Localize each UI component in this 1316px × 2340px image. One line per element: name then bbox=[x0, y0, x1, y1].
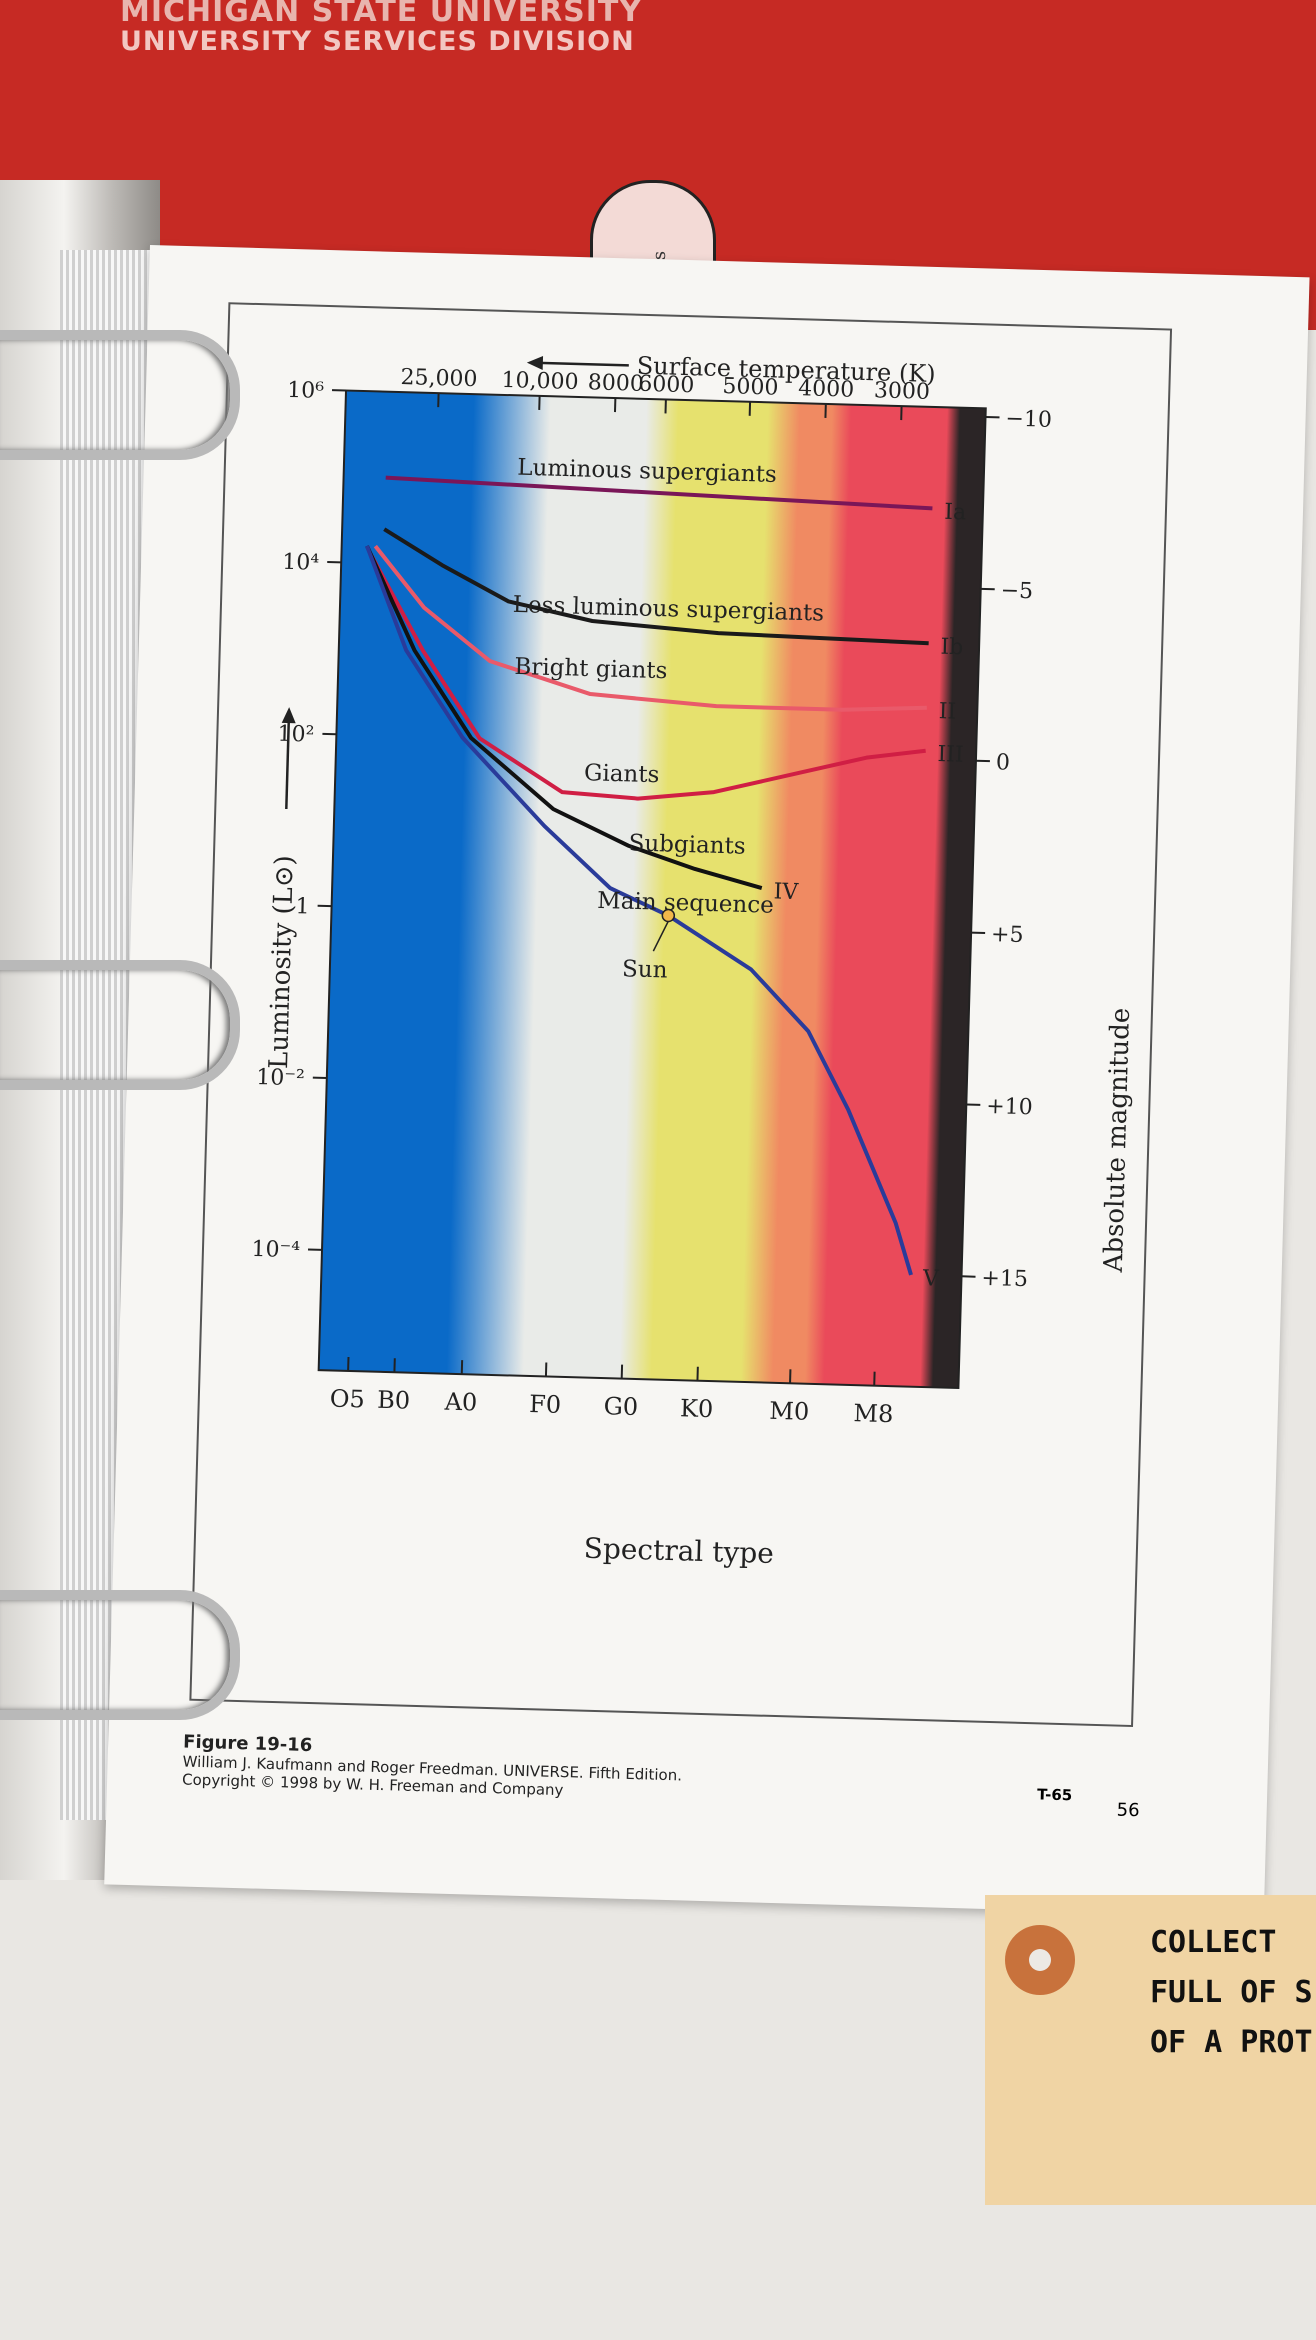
x-tick-label: F0 bbox=[529, 1390, 562, 1419]
top-axis-arrow bbox=[538, 361, 629, 367]
cover-subtitle: UNIVERSITY SERVICES DIVISION bbox=[120, 26, 635, 57]
sun-label: Sun bbox=[622, 956, 668, 983]
figure-caption: Figure 19-16 William J. Kaufmann and Rog… bbox=[182, 1732, 683, 1803]
y-tick-label: 10⁴ bbox=[282, 550, 320, 576]
x-tick-label: G0 bbox=[603, 1392, 638, 1421]
y-tick-label: 10⁻⁴ bbox=[251, 1237, 300, 1263]
y-axis-label: Luminosity (L⊙) bbox=[264, 855, 300, 1070]
tag-grommet bbox=[1005, 1925, 1075, 1995]
y-axis-arrow bbox=[285, 719, 291, 810]
series-name-label: Main sequence bbox=[597, 888, 774, 919]
luminosity-class-label: V bbox=[922, 1266, 941, 1291]
series-name-label: Subgiants bbox=[628, 830, 746, 859]
page-number: 56 bbox=[1116, 1799, 1140, 1822]
binder-ring-bottom bbox=[0, 1590, 240, 1720]
luminosity-class-label: Ia bbox=[944, 500, 967, 526]
y-tick-label: 10⁶ bbox=[287, 378, 325, 404]
binder-ring-top bbox=[0, 330, 240, 460]
top-tick-label: 10,000 bbox=[501, 368, 579, 395]
top-tick-label: 6000 bbox=[638, 372, 695, 399]
top-tick-label: 5000 bbox=[722, 374, 779, 401]
right-tick-label: +5 bbox=[991, 922, 1024, 948]
right-axis-label: Absolute magnitude bbox=[1099, 1007, 1136, 1273]
right-tick-label: +15 bbox=[981, 1266, 1028, 1292]
series-name-label: Giants bbox=[584, 760, 660, 788]
right-tick-label: 0 bbox=[996, 750, 1011, 775]
series-line-III bbox=[369, 553, 926, 801]
luminosity-class-label: II bbox=[938, 699, 956, 724]
top-axis-arrowhead bbox=[526, 356, 544, 371]
x-tick-label: M8 bbox=[853, 1399, 894, 1428]
luminosity-class-label: III bbox=[937, 742, 964, 768]
luminosity-class-label: IV bbox=[773, 879, 799, 905]
sun-pointer bbox=[652, 921, 669, 952]
top-tick-label: 3000 bbox=[874, 378, 931, 405]
top-tick-label: 4000 bbox=[798, 376, 855, 403]
hr-diagram: 10⁶ 10⁴ 10² 1 10⁻² 10⁻⁴ −10 −5 0 +5 +10 +15 O5 B0 A0 F0… bbox=[251, 352, 1136, 1570]
cover-title: MICHIGAN STATE UNIVERSITY bbox=[120, 0, 643, 29]
series-line-IV bbox=[365, 545, 763, 890]
sun-marker bbox=[661, 908, 676, 923]
x-tick-label: K0 bbox=[680, 1394, 714, 1423]
y-tick-label: 1 bbox=[295, 894, 310, 919]
series-line-Ib bbox=[383, 527, 929, 646]
transparency-page: 10⁶ 10⁴ 10² 1 10⁻² 10⁻⁴ −10 −5 0 +5 +10 +15 O5 B0 A0 F0… bbox=[104, 245, 1310, 1917]
y-axis-arrowhead bbox=[281, 707, 296, 724]
top-tick-label: 25,000 bbox=[400, 365, 478, 392]
x-tick-label: B0 bbox=[377, 1386, 411, 1415]
binder-ring-middle bbox=[0, 960, 240, 1090]
tag-line-2: FULL OF S bbox=[1150, 1975, 1313, 2010]
page-code: T-65 bbox=[1036, 1785, 1073, 1805]
y-tick-label: 10² bbox=[277, 722, 315, 748]
top-tick-label: 8000 bbox=[587, 370, 644, 397]
y-tick-label: 10⁻² bbox=[256, 1065, 305, 1091]
x-tick-label: A0 bbox=[443, 1388, 477, 1417]
series-line-II bbox=[373, 544, 927, 712]
tag-line-3: OF A PROT bbox=[1150, 2025, 1313, 2060]
x-tick-label: O5 bbox=[329, 1384, 365, 1413]
right-tick-label: −10 bbox=[1005, 407, 1052, 433]
x-axis-label: Spectral type bbox=[583, 1532, 774, 1570]
luminosity-class-label: Ib bbox=[940, 635, 963, 661]
right-tick-label: +10 bbox=[986, 1094, 1033, 1120]
right-tick-label: −5 bbox=[1000, 578, 1033, 604]
series-name-label: Bright giants bbox=[514, 654, 668, 684]
plot-border bbox=[317, 389, 987, 1390]
series-line-Ia bbox=[385, 475, 933, 511]
tag-line-1: COLLECT bbox=[1150, 1925, 1277, 1960]
x-tick-label: M0 bbox=[769, 1397, 810, 1426]
